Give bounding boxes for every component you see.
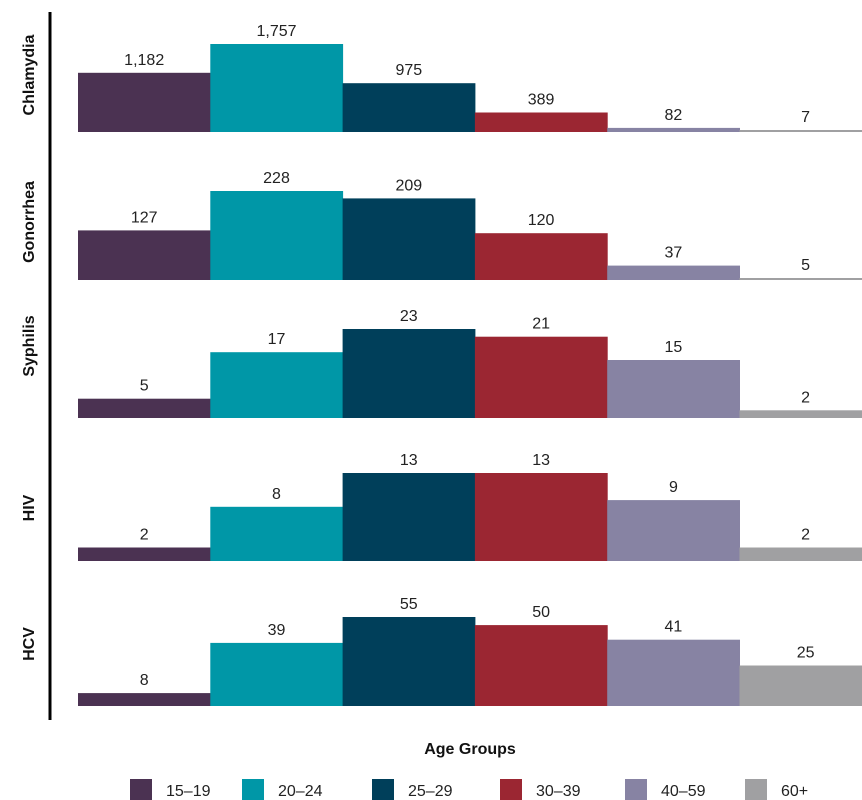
bar-hiv-25-29	[342, 473, 476, 561]
x-axis-title: Age Groups	[424, 741, 516, 758]
value-label-hiv-25-29: 13	[400, 452, 418, 469]
legend-item-30-39: 30–39	[500, 779, 581, 800]
bar-gonorrhea-60	[739, 278, 862, 280]
legend-item-25-29: 25–29	[372, 779, 453, 800]
value-label-syphilis-40-59: 15	[665, 339, 683, 356]
category-label-chlamydia: Chlamydia	[21, 34, 38, 115]
legend-swatch-20-24	[242, 779, 264, 800]
bar-chlamydia-40-59	[607, 127, 740, 132]
bar-syphilis-40-59	[607, 360, 740, 418]
legend-swatch-15-19	[130, 779, 152, 800]
value-label-gonorrhea-20-24: 228	[263, 170, 290, 187]
value-label-hiv-30-39: 13	[532, 452, 550, 469]
category-label-hiv: HIV	[21, 494, 38, 521]
legend-label-20-24: 20–24	[278, 783, 323, 800]
value-label-hcv-15-19: 8	[140, 672, 149, 689]
value-label-gonorrhea-60: 5	[801, 257, 810, 274]
legend-swatch-25-29	[372, 779, 394, 800]
bar-hiv-40-59	[607, 500, 740, 561]
bar-hiv-60	[739, 547, 862, 561]
category-label-gonorrhea: Gonorrhea	[21, 181, 38, 263]
bar-hcv-25-29	[342, 617, 476, 706]
legend-label-40-59: 40–59	[661, 783, 706, 800]
value-label-gonorrhea-40-59: 37	[665, 245, 683, 262]
bar-gonorrhea-30-39	[474, 233, 608, 280]
value-label-syphilis-20-24: 17	[268, 331, 286, 348]
value-label-chlamydia-20-24: 1,757	[256, 23, 296, 40]
value-label-gonorrhea-15-19: 127	[131, 209, 158, 226]
bar-syphilis-20-24	[210, 352, 344, 418]
value-label-gonorrhea-25-29: 209	[395, 177, 422, 194]
bar-hcv-15-19	[78, 693, 211, 706]
bar-gonorrhea-15-19	[78, 230, 211, 280]
value-label-hcv-30-39: 50	[532, 604, 550, 621]
bar-syphilis-30-39	[474, 336, 608, 418]
value-label-syphilis-60: 2	[801, 389, 810, 406]
value-label-syphilis-25-29: 23	[400, 308, 418, 325]
panel-hcv: 8 39 55 50 41 25 HCV	[21, 596, 862, 706]
bar-hcv-30-39	[474, 625, 608, 706]
value-label-hiv-20-24: 8	[272, 486, 281, 503]
legend-label-15-19: 15–19	[166, 783, 211, 800]
bar-hcv-60	[739, 665, 862, 706]
panel-hiv: 2 8 13 13 9 2 HIV	[21, 452, 862, 561]
value-label-syphilis-15-19: 5	[140, 378, 149, 395]
legend-swatch-60	[745, 779, 767, 800]
legend-swatch-30-39	[500, 779, 522, 800]
bar-chlamydia-25-29	[342, 83, 476, 132]
bar-chlamydia-20-24	[210, 44, 344, 132]
panel-syphilis: 5 17 23 21 15 2 Syphilis	[21, 308, 862, 418]
value-label-hcv-60: 25	[797, 645, 815, 662]
bar-syphilis-25-29	[342, 329, 476, 418]
value-label-hcv-20-24: 39	[268, 622, 286, 639]
value-label-gonorrhea-30-39: 120	[528, 212, 555, 229]
bar-chlamydia-30-39	[474, 112, 608, 132]
value-label-chlamydia-40-59: 82	[665, 107, 683, 124]
category-label-syphilis: Syphilis	[21, 315, 38, 376]
value-label-syphilis-30-39: 21	[532, 316, 550, 333]
legend-label-25-29: 25–29	[408, 783, 453, 800]
legend-label-60: 60+	[781, 783, 808, 800]
legend: 15–19 20–24 25–29 30–39 40–59 60+	[130, 779, 808, 800]
bar-gonorrhea-20-24	[210, 191, 344, 280]
category-label-hcv: HCV	[21, 627, 38, 661]
value-label-chlamydia-30-39: 389	[528, 92, 555, 109]
legend-item-60: 60+	[745, 779, 808, 800]
value-label-hiv-15-19: 2	[140, 527, 149, 544]
bar-hiv-20-24	[210, 506, 344, 561]
bar-chlamydia-15-19	[78, 72, 211, 132]
value-label-chlamydia-25-29: 975	[395, 62, 422, 79]
bar-hcv-20-24	[210, 642, 344, 706]
bar-gonorrhea-25-29	[342, 198, 476, 280]
legend-item-20-24: 20–24	[242, 779, 323, 800]
value-label-hcv-25-29: 55	[400, 596, 418, 613]
bar-gonorrhea-40-59	[607, 265, 740, 280]
legend-label-30-39: 30–39	[536, 783, 581, 800]
bar-hiv-30-39	[474, 473, 608, 561]
value-label-chlamydia-60: 7	[801, 109, 810, 126]
bar-syphilis-15-19	[78, 398, 211, 418]
bar-syphilis-60	[739, 410, 862, 418]
value-label-hiv-40-59: 9	[669, 479, 678, 496]
legend-item-40-59: 40–59	[625, 779, 706, 800]
bar-hcv-40-59	[607, 639, 740, 706]
bar-chlamydia-60	[739, 130, 862, 132]
legend-swatch-40-59	[625, 779, 647, 800]
bar-hiv-15-19	[78, 547, 211, 561]
value-label-hcv-40-59: 41	[665, 619, 683, 636]
legend-item-15-19: 15–19	[130, 779, 211, 800]
panel-chlamydia: 1,182 1,757 975 389 82 7 Chlamydia	[21, 23, 862, 132]
value-label-chlamydia-15-19: 1,182	[124, 52, 164, 69]
value-label-hiv-60: 2	[801, 527, 810, 544]
panel-gonorrhea: 127 228 209 120 37 5 Gonorrhea	[21, 170, 862, 280]
